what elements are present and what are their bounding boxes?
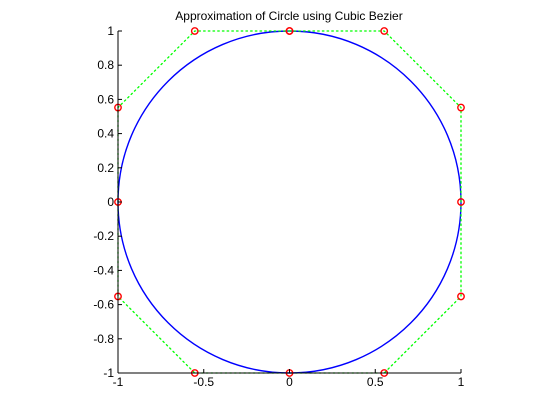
y-tick-label: 0.4: [97, 127, 114, 141]
x-axis: -1 -0.5 0 0.5 1: [113, 369, 465, 389]
y-tick-label: -0.8: [93, 332, 114, 346]
y-tick-label: -0.4: [93, 263, 114, 277]
x-tick-label: -0.5: [193, 375, 214, 389]
x-tick-label: 0: [286, 375, 293, 389]
plot-area: [115, 28, 464, 376]
y-tick-label: 0: [107, 195, 114, 209]
y-tick-label: 0.8: [97, 58, 114, 72]
y-tick-label: -0.2: [93, 229, 114, 243]
y-tick-label: 0.2: [97, 161, 114, 175]
y-tick-label: -0.6: [93, 298, 114, 312]
control-polygon-line: [118, 31, 461, 373]
bezier-circle-curve: [118, 31, 461, 373]
chart-title: Approximation of Circle using Cubic Bezi…: [175, 9, 402, 23]
y-axis: -1-0.8-0.6-0.4-0.200.20.40.60.81: [93, 24, 122, 380]
y-tick-label: 1: [107, 24, 114, 38]
y-tick-label: 0.6: [97, 92, 114, 106]
x-tick-label: -1: [113, 375, 124, 389]
x-tick-label: 1: [458, 375, 465, 389]
x-tick-label: 0.5: [367, 375, 384, 389]
